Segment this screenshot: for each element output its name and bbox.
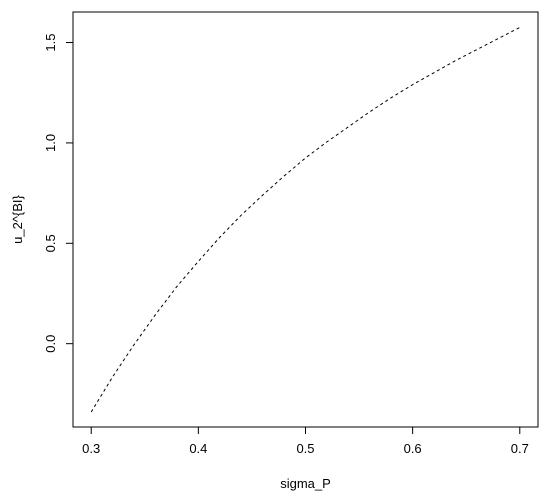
y-tick-label: 1.5	[43, 33, 58, 51]
x-tick-label: 0.4	[189, 441, 207, 456]
plot-frame	[72, 11, 539, 428]
x-axis: 0.3 0.4 0.5 0.6 0.7	[82, 427, 529, 456]
x-tick-label: 0.7	[511, 441, 529, 456]
y-tick-label: 1.0	[43, 134, 58, 152]
y-tick-label: 0.5	[43, 234, 58, 252]
x-tick-label: 0.3	[82, 441, 100, 456]
x-axis-label: sigma_P	[280, 476, 331, 491]
y-axis: 0.0 0.5 1.0 1.5	[43, 33, 73, 353]
x-tick-label: 0.5	[296, 441, 314, 456]
x-tick-label: 0.6	[404, 441, 422, 456]
y-tick-label: 0.0	[43, 335, 58, 353]
y-axis-label: u_2^{BI}	[10, 194, 25, 243]
series-line	[90, 27, 521, 413]
